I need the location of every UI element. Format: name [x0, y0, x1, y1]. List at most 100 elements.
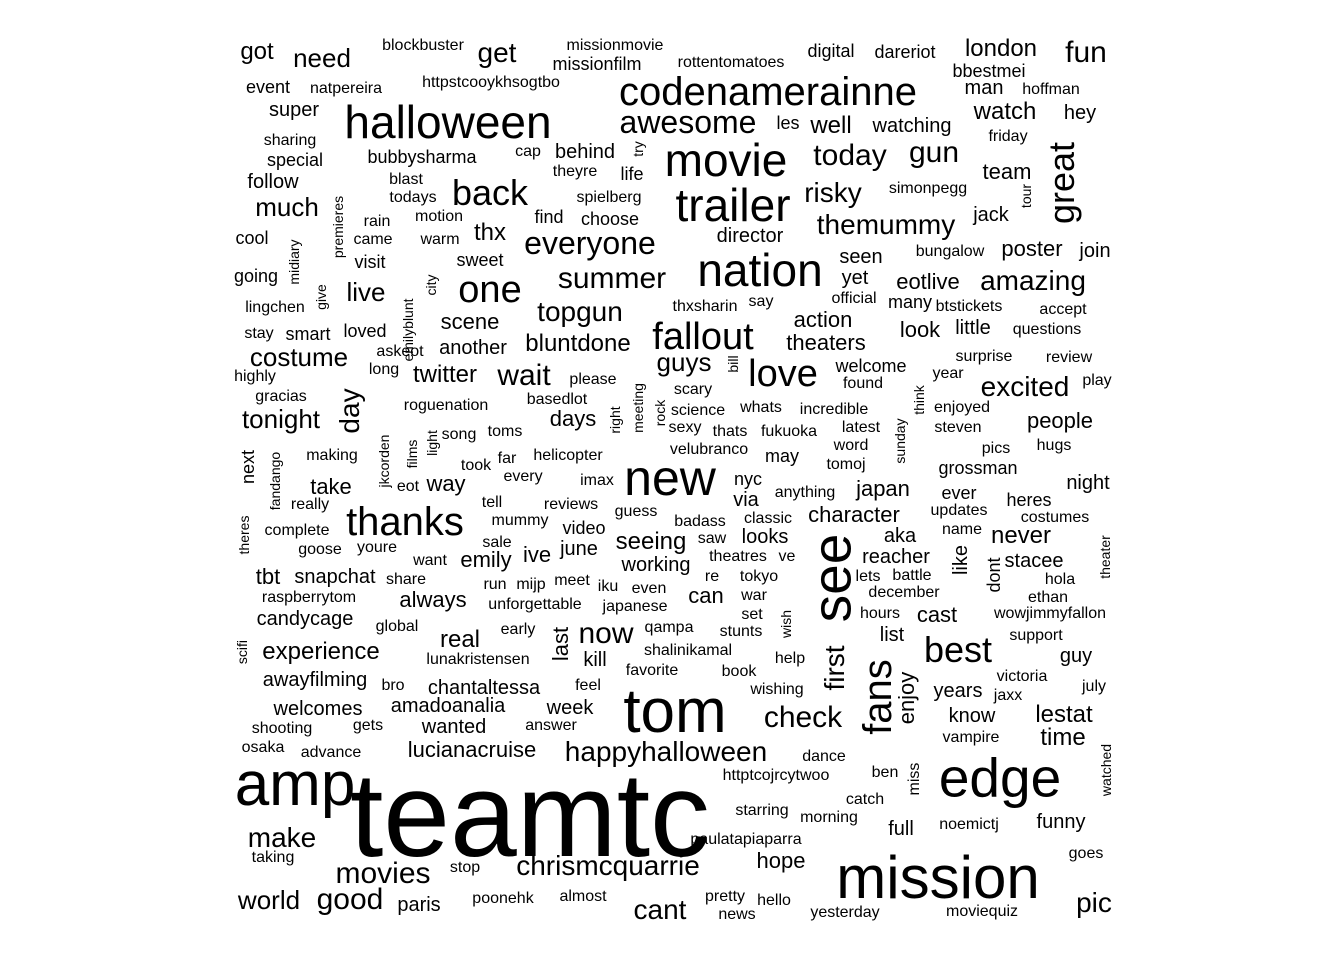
cloud-word: costumes [1020, 509, 1090, 526]
cloud-word: stay [244, 325, 274, 342]
cloud-word: looks [741, 526, 789, 548]
cloud-word: poonehk [472, 890, 534, 907]
cloud-word: velubranco [669, 441, 749, 458]
cloud-word: goes [1068, 845, 1104, 862]
cloud-word: unforgettable [488, 596, 582, 613]
cloud-word: seeing [615, 528, 687, 555]
cloud-word: fallout [652, 316, 754, 358]
cloud-word: friday [988, 128, 1028, 145]
cloud-word: great [1041, 141, 1082, 225]
cloud-word: httpstcooykhsogtbo [422, 74, 560, 91]
cloud-word: thx [473, 219, 507, 246]
cloud-word: catch [845, 791, 885, 808]
cloud-word: super [268, 99, 320, 121]
cloud-word: one [458, 269, 522, 311]
cloud-word: lingchen [245, 299, 305, 316]
cloud-word: dareriot [874, 42, 936, 62]
cloud-word: never [990, 522, 1052, 549]
cloud-word: tonight [241, 404, 321, 434]
cloud-word: risky [804, 177, 862, 208]
cloud-word: eot [396, 478, 420, 495]
cloud-word: global [375, 618, 419, 635]
cloud-word: natpereira [309, 80, 383, 97]
cloud-word: seen [839, 246, 883, 268]
cloud-word: digital [807, 41, 855, 61]
cloud-word: bungalow [915, 243, 985, 260]
cloud-word: check [763, 701, 843, 734]
cloud-word: reviews [543, 496, 599, 513]
cloud-word: review [1045, 349, 1093, 366]
cloud-word: fukuoka [760, 423, 818, 440]
cloud-word: chrismcquarrie [516, 850, 700, 881]
cloud-word: rottentomatoes [677, 54, 785, 71]
cloud-word: favorite [625, 662, 679, 679]
cloud-word: dance [802, 748, 846, 765]
cloud-word: mummy [491, 512, 549, 529]
cloud-word: follow [247, 171, 299, 193]
cloud-word: hola [1044, 571, 1076, 588]
cloud-word: may [764, 446, 800, 466]
cloud-word: everyone [524, 225, 656, 261]
cloud-word: people [1026, 408, 1094, 433]
cloud-word: guy [1059, 645, 1093, 667]
cloud-word: fandango [267, 451, 283, 511]
cloud-word: help [774, 650, 806, 667]
cloud-word: wanted [421, 716, 487, 738]
cloud-word: hello [757, 892, 791, 909]
cloud-word: take [310, 474, 352, 499]
cloud-word: city [423, 274, 439, 296]
cloud-word: amazing [980, 265, 1086, 296]
cloud-word: live [346, 277, 386, 307]
cloud-word: got [240, 38, 274, 65]
cloud-word: night [1066, 472, 1110, 494]
cloud-word: far [497, 450, 517, 467]
cloud-word: hey [1063, 102, 1097, 124]
cloud-word: action [793, 307, 853, 332]
cloud-word: classic [743, 510, 793, 527]
cloud-word: find [534, 207, 564, 227]
cloud-word: ve [778, 548, 796, 565]
cloud-word: way [426, 471, 466, 496]
cloud-word: last [548, 626, 573, 662]
cloud-word: wowjimmyfallon [993, 605, 1107, 622]
cloud-word: spielberg [576, 189, 642, 206]
cloud-word: mission [836, 844, 1040, 911]
cloud-word: word [833, 437, 869, 454]
cloud-word: jkcorden [376, 434, 392, 488]
cloud-word: love [748, 353, 818, 395]
cloud-word: noemictj [939, 816, 999, 833]
cloud-word: shooting [251, 720, 313, 737]
cloud-word: goose [298, 541, 342, 558]
cloud-word: name [941, 521, 983, 538]
cloud-word: days [549, 406, 597, 431]
cloud-word: scene [440, 309, 500, 334]
cloud-word: tom [623, 677, 727, 746]
cloud-word: movie [664, 134, 788, 186]
cloud-word: loved [343, 321, 387, 341]
cloud-word: every [503, 468, 543, 485]
cloud-word: much [255, 192, 319, 222]
cloud-word: now [578, 617, 634, 650]
cloud-word: latest [841, 419, 881, 436]
cloud-word: even [631, 580, 667, 597]
cloud-word: paris [397, 894, 441, 916]
cloud-word: visit [354, 252, 386, 272]
cloud-word: day [334, 388, 365, 434]
cloud-word: theaters [786, 330, 866, 355]
cloud-word: please [569, 371, 617, 388]
cloud-word: december [868, 584, 940, 601]
cloud-word: going [233, 266, 279, 286]
cloud-word: gets [352, 717, 384, 734]
cloud-word: pic [1076, 887, 1112, 918]
cloud-word: welcome [835, 356, 907, 376]
cloud-word: ever [941, 483, 977, 503]
cloud-word: hours [859, 605, 901, 622]
cloud-word: incredible [799, 401, 869, 418]
cloud-word: fun [1065, 36, 1107, 69]
cloud-word: theyre [552, 163, 598, 180]
cloud-word: les [776, 113, 800, 133]
cloud-word: costume [249, 342, 349, 372]
cloud-word: anything [774, 484, 836, 501]
cloud-word: little [955, 317, 991, 339]
